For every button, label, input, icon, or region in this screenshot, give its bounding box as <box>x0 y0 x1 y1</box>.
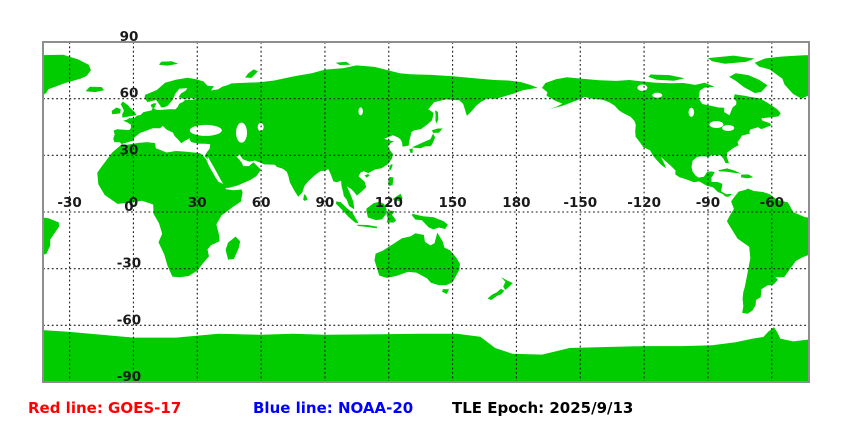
landmass-sri-lanka <box>303 194 308 201</box>
map-frame <box>42 41 810 383</box>
lake-caspian-sea <box>236 122 248 143</box>
landmass-south-america <box>726 188 809 314</box>
landmass-iceland <box>85 86 105 93</box>
longitude-label: 30 <box>188 195 207 211</box>
land-layer <box>0 54 850 382</box>
landmass-uk <box>120 101 137 118</box>
landmass-mindanao <box>393 193 403 202</box>
longitude-label: -60 <box>760 195 784 211</box>
lake-lake-winnipeg <box>688 107 695 117</box>
landmass-ireland <box>111 107 121 115</box>
landmass-victoria-island <box>648 74 685 81</box>
landmass-nz-south-island <box>487 288 505 300</box>
longitude-label: -30 <box>57 195 81 211</box>
latitude-label: -90 <box>117 369 141 385</box>
landmass-hokkaido <box>432 128 443 133</box>
landmass-eurasia <box>113 65 538 210</box>
lake-great-lakes-east <box>722 124 735 131</box>
latitude-label: 30 <box>120 142 139 158</box>
landmass-south-america <box>43 217 60 255</box>
landmass-severnaya-zemlya <box>335 61 351 65</box>
landmass-australia <box>374 232 460 286</box>
grid-layer <box>43 42 809 382</box>
landmass-honshu <box>412 133 436 149</box>
longitude-label: 0 <box>129 195 138 211</box>
lake-great-slave-lake <box>652 92 663 98</box>
latitude-label: 90 <box>120 29 139 45</box>
landmass-antarctica <box>809 327 850 382</box>
longitude-label: 180 <box>502 195 530 211</box>
grid-labels: -30 0 30 60 90 120 150 180 -150 -120 -90 -60 90 60 30 0… <box>57 29 784 385</box>
landmass-svalbard <box>159 61 179 66</box>
landmass-new-guinea <box>412 213 448 230</box>
landmass-nz-north-island <box>501 277 513 290</box>
longitude-label: 60 <box>252 195 271 211</box>
longitude-label: -120 <box>627 195 661 211</box>
longitude-label: -90 <box>696 195 720 211</box>
landmass-madagascar <box>225 236 241 260</box>
landmass-cuba <box>718 168 742 174</box>
landmass-borneo <box>366 201 387 221</box>
longitude-label: 90 <box>316 195 335 211</box>
landmass-hispaniola <box>741 174 754 179</box>
landmass-kyushu <box>409 148 413 153</box>
longitude-label: -150 <box>563 195 597 211</box>
landmass-antarctica <box>43 327 809 382</box>
legend-goes17: Red line: GOES-17 <box>28 399 182 417</box>
landmass-java <box>357 224 378 229</box>
latitude-label: -30 <box>117 256 141 272</box>
lake-great-lakes-west <box>709 121 724 129</box>
landmass-tasmania <box>442 289 449 294</box>
lake-lake-baikal <box>358 107 363 116</box>
legend-noaa20: Blue line: NOAA-20 <box>253 399 414 417</box>
latitude-label: -60 <box>117 312 141 328</box>
landmass-ellesmere-island <box>707 55 755 64</box>
landmass-novaya-zemlya <box>245 69 258 78</box>
longitude-label: 150 <box>439 195 467 211</box>
landmass-hainan <box>364 174 370 178</box>
landmass-africa <box>97 142 243 278</box>
lake-black-sea <box>189 124 222 136</box>
landmass-north-america <box>542 77 781 197</box>
landmass-luzon <box>388 176 394 186</box>
landmass-baffin-island <box>729 73 768 93</box>
landmass-greenland <box>754 55 809 99</box>
lake-great-bear-lake <box>637 84 648 91</box>
longitude-label: 120 <box>375 195 403 211</box>
latitude-label: 0 <box>124 199 133 215</box>
latitude-label: 60 <box>120 86 139 102</box>
legend-tle-epoch: TLE Epoch: 2025/9/13 <box>452 399 634 417</box>
landmass-taiwan <box>389 164 393 171</box>
landmass-sakhalin <box>435 110 439 124</box>
landmass-antarctica <box>0 327 43 382</box>
landmass-greenland <box>43 54 91 96</box>
